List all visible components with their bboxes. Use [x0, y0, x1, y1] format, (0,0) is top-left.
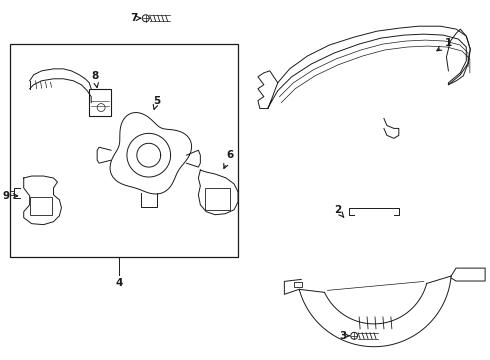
Text: 4: 4: [115, 278, 122, 288]
Bar: [89, 89, 111, 116]
Bar: [294, 282, 302, 287]
Bar: [10, 44, 238, 257]
Bar: [30, 197, 51, 215]
Text: 8: 8: [92, 71, 99, 87]
Bar: [205, 188, 230, 210]
Text: 5: 5: [153, 96, 160, 109]
Text: 2: 2: [334, 205, 344, 217]
Text: 6: 6: [224, 150, 234, 168]
Text: 3: 3: [339, 331, 346, 341]
Text: 7: 7: [130, 13, 138, 23]
Text: 1: 1: [437, 38, 452, 51]
Text: 9: 9: [3, 191, 18, 201]
